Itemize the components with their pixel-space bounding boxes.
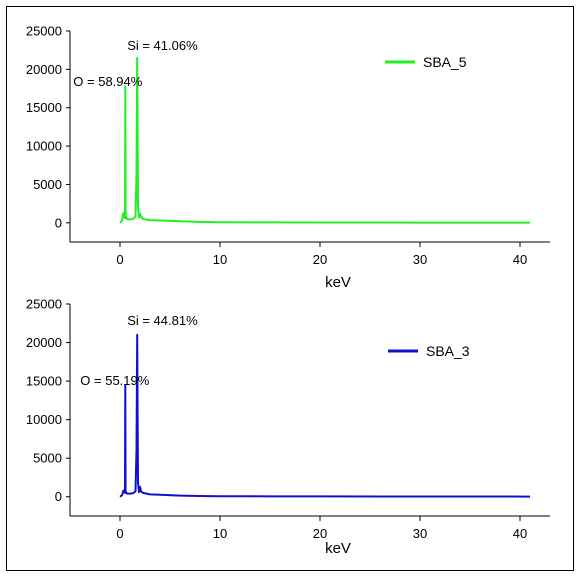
y-tick-label: 15000	[26, 100, 62, 115]
y-tick-label: 5000	[33, 177, 62, 192]
x-tick-label: 30	[413, 526, 427, 541]
legend-label: SBA_3	[426, 343, 470, 359]
x-tick-label: 30	[413, 252, 427, 267]
y-tick-label: 10000	[26, 139, 62, 154]
x-tick-label: 20	[313, 252, 327, 267]
series-line-SBA_3	[119, 333, 531, 498]
chart-panel-2: 0 5000 10000 15000 20000 25000 0 10 20 30 40 keV SBA…	[26, 297, 550, 557]
y-tick-label: 5000	[33, 451, 62, 466]
y-tick-label: 10000	[26, 412, 62, 427]
y-tick-label: 15000	[26, 374, 62, 389]
x-tick-label: 10	[213, 252, 227, 267]
x-axis-label: keV	[325, 540, 351, 557]
chart-panel-1: 0 5000 10000 15000 20000 25000 0 10 20 30 40 keV SBA…	[26, 24, 550, 291]
y-tick-label: 0	[55, 215, 62, 230]
figure-frame	[6, 6, 574, 571]
peak-annotation: O = 58.94%	[73, 74, 142, 89]
legend-label: SBA_5	[423, 54, 467, 70]
peak-annotation: O = 55.19%	[80, 373, 149, 388]
x-tick-label: 10	[213, 526, 227, 541]
x-tick-label: 40	[513, 252, 527, 267]
y-tick-label: 25000	[26, 24, 62, 39]
x-tick-label: 0	[116, 526, 123, 541]
y-tick-label: 20000	[26, 62, 62, 77]
peak-annotation: Si = 41.06%	[127, 38, 198, 53]
y-tick-label: 0	[55, 489, 62, 504]
x-axis-label: keV	[325, 274, 351, 291]
x-tick-label: 20	[313, 526, 327, 541]
y-tick-label: 20000	[26, 335, 62, 350]
peak-annotation: Si = 44.81%	[127, 313, 198, 328]
x-tick-label: 0	[116, 252, 123, 267]
series-line-SBA_5	[119, 56, 531, 224]
x-tick-label: 40	[513, 526, 527, 541]
y-tick-label: 25000	[26, 297, 62, 312]
